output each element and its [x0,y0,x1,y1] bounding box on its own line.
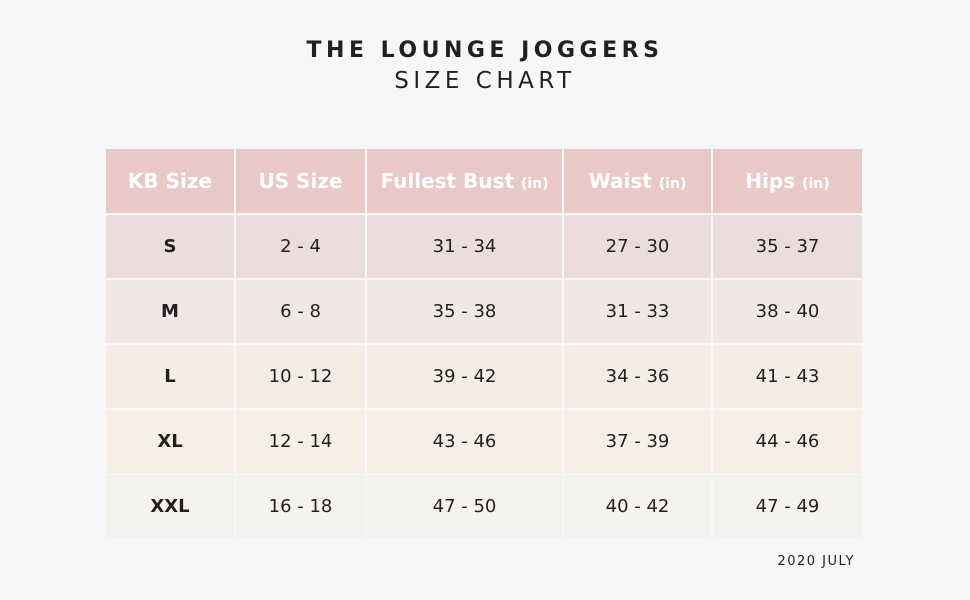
table-row: S 2 - 4 31 - 34 27 - 30 35 - 37 [106,213,862,280]
revision-date: 2020 JULY [777,554,855,569]
bust-cell: 35 - 38 [365,278,564,345]
kb-size-cell: XXL [106,473,236,538]
header-hips: Hips (in) [711,149,862,215]
bust-cell: 47 - 50 [365,473,564,538]
header-unit: (in) [658,176,687,192]
hips-cell: 47 - 49 [711,473,862,538]
bust-cell: 43 - 46 [365,408,564,475]
bust-cell: 39 - 42 [365,343,564,410]
waist-cell: 27 - 30 [562,213,713,280]
hips-cell: 38 - 40 [711,278,862,345]
table-row: XXL 16 - 18 47 - 50 40 - 42 47 - 49 [106,473,862,538]
size-chart-table: KB Size US Size Fullest Bust (in) Waist … [106,149,862,538]
hips-cell: 35 - 37 [711,213,862,280]
waist-cell: 31 - 33 [562,278,713,345]
table-row: M 6 - 8 35 - 38 31 - 33 38 - 40 [106,278,862,345]
waist-cell: 37 - 39 [562,408,713,475]
kb-size-cell: M [106,278,236,345]
us-size-cell: 6 - 8 [234,278,367,345]
hips-cell: 41 - 43 [711,343,862,410]
page-title: THE LOUNGE JOGGERS [306,38,664,63]
table-header-row: KB Size US Size Fullest Bust (in) Waist … [106,149,862,215]
us-size-cell: 10 - 12 [234,343,367,410]
page-subtitle: SIZE CHART [394,68,576,94]
us-size-cell: 16 - 18 [234,473,367,538]
header-kb-size: KB Size [106,149,236,215]
header-fullest-bust: Fullest Bust (in) [365,149,564,215]
header-waist: Waist (in) [562,149,713,215]
kb-size-cell: XL [106,408,236,475]
waist-cell: 34 - 36 [562,343,713,410]
header-unit: (in) [520,176,549,192]
hips-cell: 44 - 46 [711,408,862,475]
table-row: XL 12 - 14 43 - 46 37 - 39 44 - 46 [106,408,862,475]
kb-size-cell: S [106,213,236,280]
header-unit: (in) [802,176,830,192]
kb-size-cell: L [106,343,236,410]
bust-cell: 31 - 34 [365,213,564,280]
us-size-cell: 12 - 14 [234,408,367,475]
header-us-size: US Size [234,149,367,215]
waist-cell: 40 - 42 [562,473,713,538]
table-row: L 10 - 12 39 - 42 34 - 36 41 - 43 [106,343,862,410]
us-size-cell: 2 - 4 [234,213,367,280]
